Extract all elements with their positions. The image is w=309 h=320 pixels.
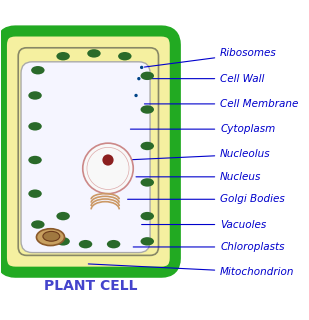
Ellipse shape bbox=[137, 77, 141, 80]
Ellipse shape bbox=[107, 240, 120, 248]
Text: Vacuoles: Vacuoles bbox=[142, 220, 266, 229]
Ellipse shape bbox=[31, 66, 44, 75]
Ellipse shape bbox=[83, 143, 133, 194]
Ellipse shape bbox=[141, 178, 154, 187]
Text: Chloroplasts: Chloroplasts bbox=[133, 242, 285, 252]
Ellipse shape bbox=[87, 49, 101, 58]
Ellipse shape bbox=[28, 122, 42, 131]
Ellipse shape bbox=[140, 66, 143, 69]
Text: Cytoplasm: Cytoplasm bbox=[130, 124, 275, 134]
Ellipse shape bbox=[102, 154, 114, 166]
Ellipse shape bbox=[56, 52, 70, 60]
Ellipse shape bbox=[28, 189, 42, 198]
Text: Mitochondrion: Mitochondrion bbox=[88, 264, 295, 277]
Ellipse shape bbox=[56, 212, 70, 220]
Ellipse shape bbox=[31, 220, 44, 229]
Ellipse shape bbox=[118, 52, 132, 60]
FancyBboxPatch shape bbox=[1, 31, 175, 272]
Ellipse shape bbox=[79, 240, 92, 248]
Ellipse shape bbox=[56, 237, 70, 245]
Ellipse shape bbox=[141, 212, 154, 220]
FancyBboxPatch shape bbox=[21, 62, 150, 252]
Text: Cell Wall: Cell Wall bbox=[144, 74, 265, 84]
Ellipse shape bbox=[141, 72, 154, 80]
Text: Nucleus: Nucleus bbox=[136, 172, 262, 182]
Ellipse shape bbox=[134, 94, 138, 97]
Ellipse shape bbox=[141, 142, 154, 150]
Text: PLANT CELL: PLANT CELL bbox=[44, 279, 138, 293]
Ellipse shape bbox=[43, 231, 60, 241]
Ellipse shape bbox=[36, 229, 65, 245]
Text: Golgi Bodies: Golgi Bodies bbox=[128, 194, 285, 204]
Ellipse shape bbox=[28, 156, 42, 164]
Text: Ribosomes: Ribosomes bbox=[144, 48, 277, 67]
Text: Cell Membrane: Cell Membrane bbox=[144, 99, 298, 109]
Ellipse shape bbox=[28, 91, 42, 100]
Ellipse shape bbox=[141, 237, 154, 245]
Text: Nucleolus: Nucleolus bbox=[128, 149, 271, 160]
Ellipse shape bbox=[141, 105, 154, 114]
FancyBboxPatch shape bbox=[18, 48, 159, 255]
